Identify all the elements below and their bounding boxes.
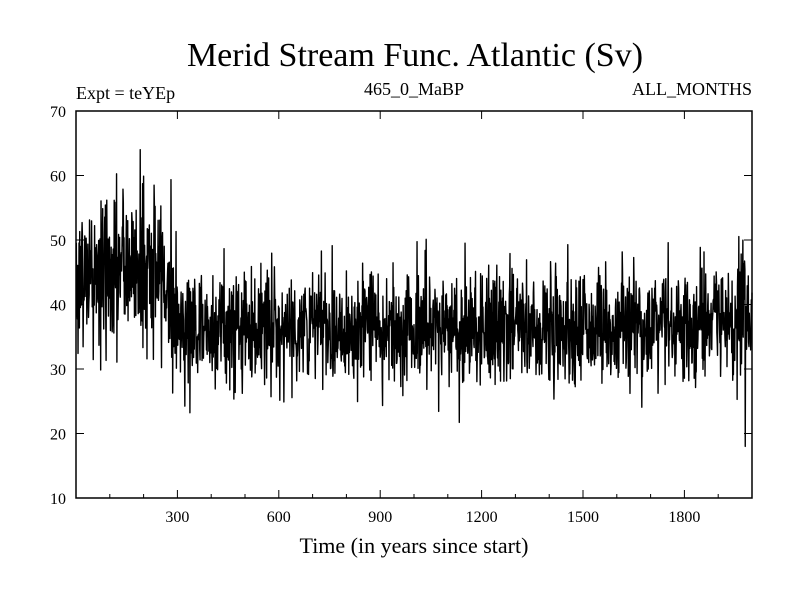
period-label: 465_0_MaBP — [364, 79, 464, 99]
x-axis-label: Time (in years since start) — [300, 533, 529, 558]
x-tick-label-1: 600 — [267, 509, 291, 526]
y-tick-label-4: 50 — [50, 233, 66, 250]
x-tick-label-4: 1500 — [567, 509, 599, 526]
x-tick-label-2: 900 — [368, 509, 392, 526]
series-line-0 — [75, 149, 753, 448]
y-tick-label-5: 60 — [50, 169, 66, 186]
y-tick-label-1: 20 — [50, 427, 66, 444]
y-tick-label-6: 70 — [50, 104, 66, 121]
x-tick-label-0: 300 — [165, 509, 189, 526]
experiment-label: Expt = teYEp — [76, 83, 175, 103]
x-tick-label-5: 1800 — [668, 509, 700, 526]
series-layer — [75, 149, 753, 448]
chart-title: Merid Stream Func. Atlantic (Sv) — [187, 37, 643, 74]
y-tick-label-3: 40 — [50, 298, 66, 315]
months-label: ALL_MONTHS — [632, 79, 752, 99]
y-tick-label-0: 10 — [50, 491, 66, 508]
y-tick-label-2: 30 — [50, 362, 66, 379]
plot-frame — [75, 110, 753, 499]
x-tick-label-3: 1200 — [466, 509, 498, 526]
